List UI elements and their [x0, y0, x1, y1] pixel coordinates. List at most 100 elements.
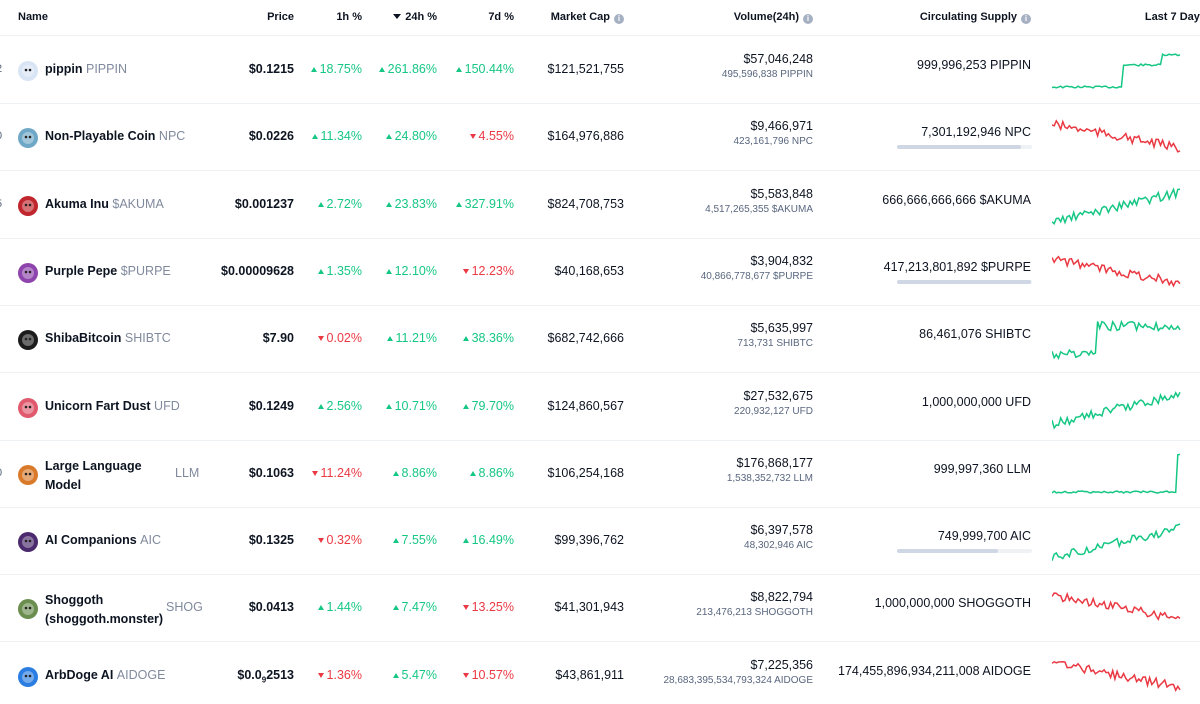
coin-name[interactable]: Large Language Model — [45, 458, 142, 492]
volume: $27,532,675 220,932,127 UFD — [734, 389, 813, 417]
change-24h-value: 11.21% — [395, 331, 437, 346]
table-row[interactable]: ArbDoge AI AIDOGE $0.092513 1.36% 5.47% 10.5… — [0, 643, 1200, 704]
header-price[interactable]: Price — [267, 11, 294, 23]
coin-name-label: Unicorn Fart Dust — [45, 398, 151, 413]
volume: $7,225,356 28,683,395,534,793,324 AIDOGE — [663, 658, 813, 686]
coin-name[interactable]: Purple Pepe $PURPE — [45, 264, 171, 278]
sparkline-line — [1052, 119, 1181, 154]
table-row[interactable]: Shoggoth (shoggoth.monster) SHOG $0.0413 1.4… — [0, 575, 1200, 643]
caret-up-icon — [317, 268, 324, 274]
caret-down-icon — [311, 470, 318, 476]
sparkline-chart[interactable] — [1052, 583, 1182, 633]
shoggoth-icon — [18, 599, 38, 620]
change-24h-value: 7.55% — [401, 533, 437, 548]
volume-usd[interactable]: $57,046,248 — [743, 52, 813, 66]
header-7d[interactable]: 7d % — [488, 11, 514, 23]
volume-usd[interactable]: $9,466,971 — [750, 119, 813, 134]
coin-name[interactable]: pippin PIPPIN — [45, 62, 127, 76]
rank: 0 — [0, 467, 2, 479]
sparkline-chart[interactable] — [1052, 516, 1182, 566]
change-7d-value: 4.55% — [478, 129, 514, 144]
sparkline-line — [1052, 390, 1181, 430]
coin-name[interactable]: AI Companions AIC — [45, 533, 161, 547]
sparkline-chart[interactable] — [1052, 247, 1182, 297]
change-1h-value: 0.02% — [326, 331, 362, 346]
header-supply[interactable]: Circulating Supply i — [920, 11, 1031, 24]
change-1h: 0.32% — [317, 533, 362, 548]
coin-symbol: $AKUMA — [112, 196, 164, 211]
coin-name[interactable]: Non-Playable Coin NPC — [45, 129, 185, 143]
coin-name[interactable]: Unicorn Fart Dust UFD — [45, 399, 180, 413]
ai-companion-icon — [18, 532, 38, 553]
volume-usd[interactable]: $6,397,578 — [750, 523, 813, 538]
header-24h[interactable]: 24h % — [393, 11, 437, 23]
change-7d: 13.25% — [462, 600, 514, 614]
header-market-cap[interactable]: Market Cap i — [551, 11, 624, 24]
unicorn-face-icon — [18, 397, 38, 418]
sparkline-chart[interactable] — [1052, 112, 1182, 162]
caret-up-icon — [317, 201, 324, 207]
circulating-supply: 417,213,801,892 $PURPE — [883, 259, 1031, 274]
caret-up-icon — [462, 538, 469, 544]
caret-down-icon — [462, 268, 469, 274]
volume-usd[interactable]: $5,583,848 — [750, 186, 813, 201]
volume-token: 213,476,213 SHOGGOTH — [696, 607, 813, 619]
volume-usd[interactable]: $7,225,356 — [750, 657, 813, 672]
header-24h-label: 24h % — [405, 11, 437, 23]
sparkline-chart[interactable] — [1052, 314, 1182, 364]
change-7d: 12.23% — [462, 264, 514, 278]
info-icon[interactable]: i — [803, 14, 813, 24]
change-1h: 18.75% — [310, 62, 362, 76]
change-1h: 0.02% — [317, 331, 362, 346]
info-icon[interactable]: i — [614, 14, 624, 24]
sparkline-chart[interactable] — [1052, 180, 1182, 230]
supply-progress-bar — [897, 279, 1032, 284]
avatar-face-icon — [18, 464, 38, 485]
table-row[interactable]: Purple Pepe $PURPE $0.00009628 1.35% 12.10%… — [0, 239, 1200, 306]
doge-icon — [18, 666, 38, 687]
sparkline-chart[interactable] — [1052, 651, 1182, 701]
change-7d: 150.44% — [455, 62, 514, 76]
header-name[interactable]: Name — [18, 11, 48, 23]
price: $0.1249 — [248, 398, 294, 413]
coin-name[interactable]: ShibaBitcoin SHIBTC — [45, 331, 171, 345]
table-row[interactable]: Unicorn Fart Dust UFD $0.1249 2.56% 10.71% 7… — [0, 374, 1200, 441]
sparkline-chart[interactable] — [1052, 382, 1182, 432]
caret-up-icon — [317, 605, 324, 611]
volume-usd[interactable]: $27,532,675 — [743, 388, 813, 403]
table-row[interactable]: ShibaBitcoin SHIBTC $7.90 0.02% 11.21% 38.36… — [0, 306, 1200, 374]
header-1h[interactable]: 1h % — [336, 11, 362, 23]
volume-usd[interactable]: $5,635,997 — [750, 321, 813, 336]
coin-name[interactable]: Akuma Inu $AKUMA — [45, 197, 164, 211]
coin-name[interactable]: Shoggoth (shoggoth.monster) — [45, 593, 164, 627]
table-row[interactable]: AI Companions AIC $0.1325 0.32% 7.55% 16.49%… — [0, 508, 1200, 576]
table-row[interactable]: 0 Non-Playable Coin NPC $0.0226 11.34% 24.80… — [0, 104, 1200, 172]
caret-up-icon — [317, 403, 324, 409]
volume-usd[interactable]: $3,904,832 — [750, 253, 813, 268]
table-row[interactable]: 2 pippin PIPPIN $0.1215 18.75% 261.86% 150.44… — [0, 37, 1200, 104]
price: $0.00009628 — [221, 263, 294, 278]
circulating-supply: 86,461,076 SHIBTC — [919, 327, 1031, 342]
caret-up-icon — [455, 201, 462, 207]
sparkline-chart[interactable] — [1052, 449, 1182, 499]
header-volume[interactable]: Volume(24h) i — [734, 11, 813, 24]
change-1h-value: 0.32% — [326, 533, 362, 548]
volume-usd[interactable]: $8,822,794 — [750, 590, 813, 605]
caret-up-icon — [392, 538, 399, 544]
change-24h-value: 23.83% — [394, 196, 437, 211]
supply-progress-bar — [897, 549, 1032, 554]
volume-usd[interactable]: $176,868,177 — [736, 455, 813, 470]
change-24h: 24.80% — [385, 129, 437, 143]
coin-name-label: AI Companions — [45, 533, 137, 548]
coin-name[interactable]: ArbDoge AI AIDOGE — [45, 668, 165, 682]
change-24h-value: 10.71% — [394, 398, 437, 413]
info-icon[interactable]: i — [1021, 14, 1031, 24]
sparkline-chart[interactable] — [1052, 45, 1182, 95]
caret-down-icon — [317, 672, 324, 678]
table-row[interactable]: 5 Akuma Inu $AKUMA $0.001237 2.72% 23.83% 327… — [0, 172, 1200, 239]
coin-symbol: UFD — [154, 398, 180, 413]
caret-down-icon — [317, 336, 324, 342]
change-7d-value: 16.49% — [471, 533, 514, 548]
caret-up-icon — [462, 336, 469, 342]
